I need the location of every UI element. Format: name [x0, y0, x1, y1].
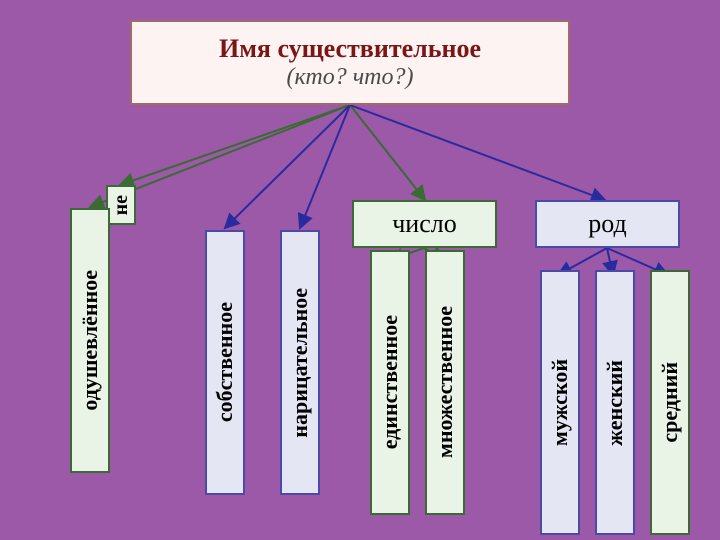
leaf-singular: единственное	[370, 250, 410, 515]
root-subtitle: (кто? что?)	[219, 64, 481, 91]
root-node: Имя существительное (кто? что?)	[130, 20, 570, 105]
category-animacy-hidden: не	[106, 185, 136, 225]
category-number: число	[352, 200, 497, 248]
leaf-masc: мужской	[540, 270, 580, 535]
leaf-fem: женский	[595, 270, 635, 535]
leaf-plural: множественное	[425, 250, 465, 515]
category-gender: род	[535, 200, 680, 248]
leaf-common: нарицательное	[280, 230, 320, 495]
leaf-neut: средний	[650, 270, 690, 535]
root-title: Имя существительное	[219, 34, 481, 64]
leaf-animate: одушевлённое	[70, 208, 110, 473]
leaf-proper: собственное	[205, 230, 245, 495]
